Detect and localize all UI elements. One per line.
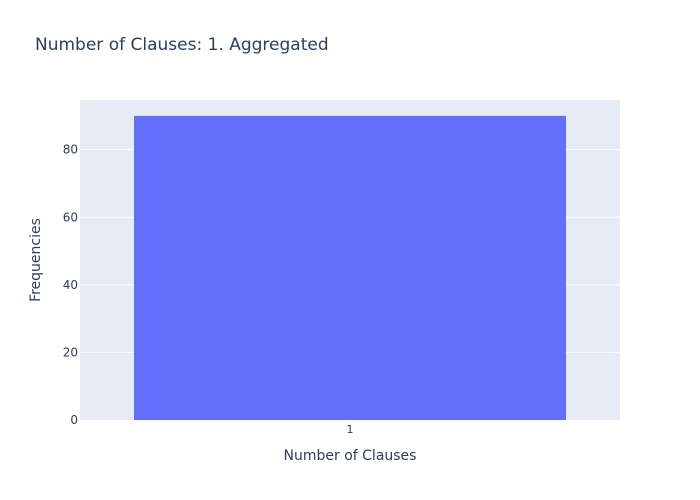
y-axis-ticks: 0 20 40 60 80 [63, 143, 78, 427]
y-axis-title: Frequencies [28, 218, 44, 302]
x-axis-title: Number of Clauses [284, 448, 417, 464]
y-tick-label: 60 [63, 210, 78, 224]
bars-group [134, 115, 566, 421]
y-tick-label: 0 [70, 413, 78, 427]
y-tick-label: 20 [63, 345, 78, 359]
chart-title: Number of Clauses: 1. Aggregated [35, 35, 329, 55]
y-tick-label: 80 [63, 143, 78, 157]
x-axis-ticks: 1 [347, 423, 354, 436]
bar-1[interactable] [134, 115, 566, 421]
y-tick-label: 40 [63, 278, 78, 292]
x-tick-label: 1 [347, 423, 354, 436]
